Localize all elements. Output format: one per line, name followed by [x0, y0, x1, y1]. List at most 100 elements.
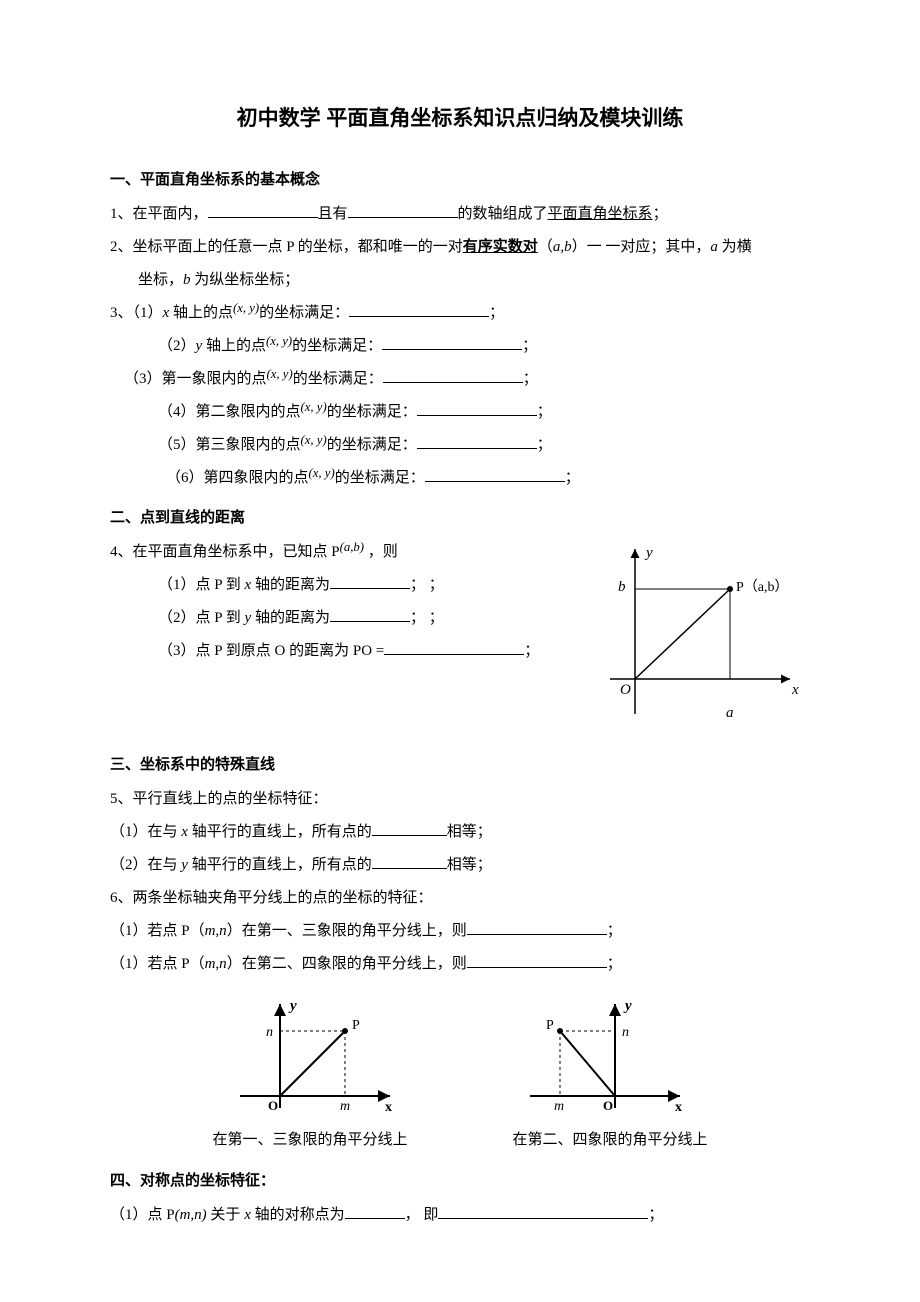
figure-3: y x O P m n	[520, 996, 690, 1116]
q3b4: 的坐标满足：	[327, 404, 417, 420]
section-2-head: 二、点到直线的距离	[110, 504, 810, 531]
q2-c: （	[538, 239, 553, 255]
svg-text:x: x	[675, 1100, 682, 1115]
q2-line2: 坐标，b 为纵坐标坐标；	[110, 267, 810, 294]
svg-text:P: P	[352, 1018, 360, 1033]
semi-s4: ；	[648, 1207, 663, 1223]
q2-e: 为横	[718, 239, 752, 255]
page-title: 初中数学 平面直角坐标系知识点归纳及模块训练	[110, 100, 810, 138]
q3-6: （6）第四象限内的点(x, y)的坐标满足：；	[110, 465, 810, 492]
q4s-d: ， 即	[405, 1207, 439, 1223]
q4-1: （1）点 P 到 x 轴的距离为； ；	[110, 572, 580, 599]
semi-q4: ；	[524, 643, 539, 659]
q5-1c: 相等；	[447, 824, 492, 840]
semi2: ；	[522, 338, 537, 354]
q2-bold: 有序实数对	[463, 239, 538, 255]
svg-text:P: P	[546, 1018, 554, 1033]
sec2-row: 4、在平面直角坐标系中，已知点 P(a,b) ，则 （1）点 P 到 x 轴的距…	[110, 539, 810, 739]
q4-3: （3）点 P 到原点 O 的距离为 PO =；	[110, 638, 580, 665]
q1-underline: 平面直角坐标系	[548, 206, 653, 222]
q4s-c: 轴的对称点为	[251, 1207, 345, 1223]
q4s-a: （1）点 P	[110, 1207, 175, 1223]
svg-text:O: O	[603, 1098, 613, 1113]
mn2: m,n	[205, 956, 227, 972]
q3-2: （2）y 轴上的点(x, y)的坐标满足：；	[110, 333, 810, 360]
blank	[417, 399, 537, 416]
q3b3: 的坐标满足：	[293, 371, 383, 387]
svg-text:n: n	[266, 1025, 273, 1040]
blank	[330, 572, 410, 589]
q3-3: （3）第一象限内的点(x, y)的坐标满足： ；	[110, 366, 810, 393]
q6-1: （1）若点 P（m,n）在第一、三象限的角平分线上，则；	[110, 918, 810, 945]
sec2-text: 4、在平面直角坐标系中，已知点 P(a,b) ，则 （1）点 P 到 x 轴的距…	[110, 539, 580, 671]
xy5: (x, y)	[301, 433, 327, 447]
q5-1a: （1）在与	[110, 824, 181, 840]
q2-d: ）一 一对应；其中，	[572, 239, 711, 255]
xy4: (x, y)	[301, 400, 327, 414]
q3b5: 的坐标满足：	[327, 437, 417, 453]
q3-5: （5）第三象限内的点(x, y)的坐标满足：；	[110, 432, 810, 459]
q4-1c: ； ；	[410, 577, 444, 593]
q3_5: （5）第三象限内的点	[158, 437, 301, 453]
caption-2: 在第二、四象限的角平分线上	[500, 1126, 720, 1153]
q3_3: （3）第一象限内的点	[124, 371, 267, 387]
figures-row: y x O P m n y x O P m n	[110, 996, 810, 1116]
semi3: ；	[523, 371, 538, 387]
q3-pre: 3、（1）	[110, 305, 163, 321]
q1-text-a: 1、在平面内，	[110, 206, 208, 222]
caption-1: 在第一、三象限的角平分线上	[200, 1126, 420, 1153]
q5-2c: 相等；	[447, 857, 492, 873]
semi62: ；	[607, 956, 622, 972]
q3_6: （6）第四象限内的点	[166, 470, 309, 486]
blank	[372, 819, 447, 836]
figure-1: y x O b a P（a,b）	[590, 539, 810, 739]
ab-p: (a,b)	[340, 540, 364, 554]
q3b6: 的坐标满足：	[335, 470, 425, 486]
q4-2c: ； ；	[410, 610, 444, 626]
blank	[417, 432, 537, 449]
blank	[345, 1202, 405, 1219]
x-label: x	[791, 682, 799, 698]
q3b: 的坐标满足：	[259, 305, 349, 321]
q4s-b: 关于	[207, 1207, 245, 1223]
q6-1b: ）在第一、三象限的角平分线上，则	[227, 923, 467, 939]
ab: a,b	[553, 239, 572, 255]
q5-2: （2）在与 y 轴平行的直线上，所有点的相等；	[110, 852, 810, 879]
q5-1b: 轴平行的直线上，所有点的	[188, 824, 372, 840]
q6: 6、两条坐标轴夹角平分线上的点的坐标的特征：	[110, 885, 810, 912]
q4-1b: 轴的距离为	[251, 577, 330, 593]
svg-text:n: n	[622, 1025, 629, 1040]
xy: (x, y)	[233, 301, 259, 315]
q4-1a: （1）点 P 到	[158, 577, 245, 593]
q3-2-pre: （2）	[158, 338, 196, 354]
a: a	[710, 239, 718, 255]
captions: 在第一、三象限的角平分线上 在第二、四象限的角平分线上	[110, 1126, 810, 1153]
q3-1: 3、（1）x 轴上的点(x, y)的坐标满足：；	[110, 300, 810, 327]
b-label: b	[618, 579, 626, 595]
blank	[425, 465, 565, 482]
q5: 5、平行直线上的点的坐标特征：	[110, 786, 810, 813]
xy3: (x, y)	[267, 367, 293, 381]
q3a: 轴上的点	[169, 305, 233, 321]
xy6: (x, y)	[309, 466, 335, 480]
q3b2: 的坐标满足：	[292, 338, 382, 354]
q1-text-b: 且有	[318, 206, 348, 222]
P-label: P（a,b）	[736, 579, 789, 595]
blank	[467, 951, 607, 968]
q4-2b: 轴的距离为	[251, 610, 330, 626]
q2-f: 坐标，	[138, 272, 183, 288]
q4-2a: （2）点 P 到	[158, 610, 245, 626]
x5: x	[181, 824, 188, 840]
q6-2: （1）若点 P（m,n）在第二、四象限的角平分线上，则；	[110, 951, 810, 978]
a-label: a	[726, 705, 734, 721]
semi4: ；	[537, 404, 552, 420]
q4a: 4、在平面直角坐标系中，已知点 P	[110, 544, 340, 560]
q3_4: （4）第二象限内的点	[158, 404, 301, 420]
mn1: m,n	[205, 923, 227, 939]
blank	[372, 852, 447, 869]
q3a2: 轴上的点	[202, 338, 266, 354]
q4-2: （2）点 P 到 y 轴的距离为； ；	[110, 605, 580, 632]
blank	[330, 605, 410, 622]
y5: y	[181, 857, 188, 873]
figure-2: y x O P m n	[230, 996, 400, 1116]
